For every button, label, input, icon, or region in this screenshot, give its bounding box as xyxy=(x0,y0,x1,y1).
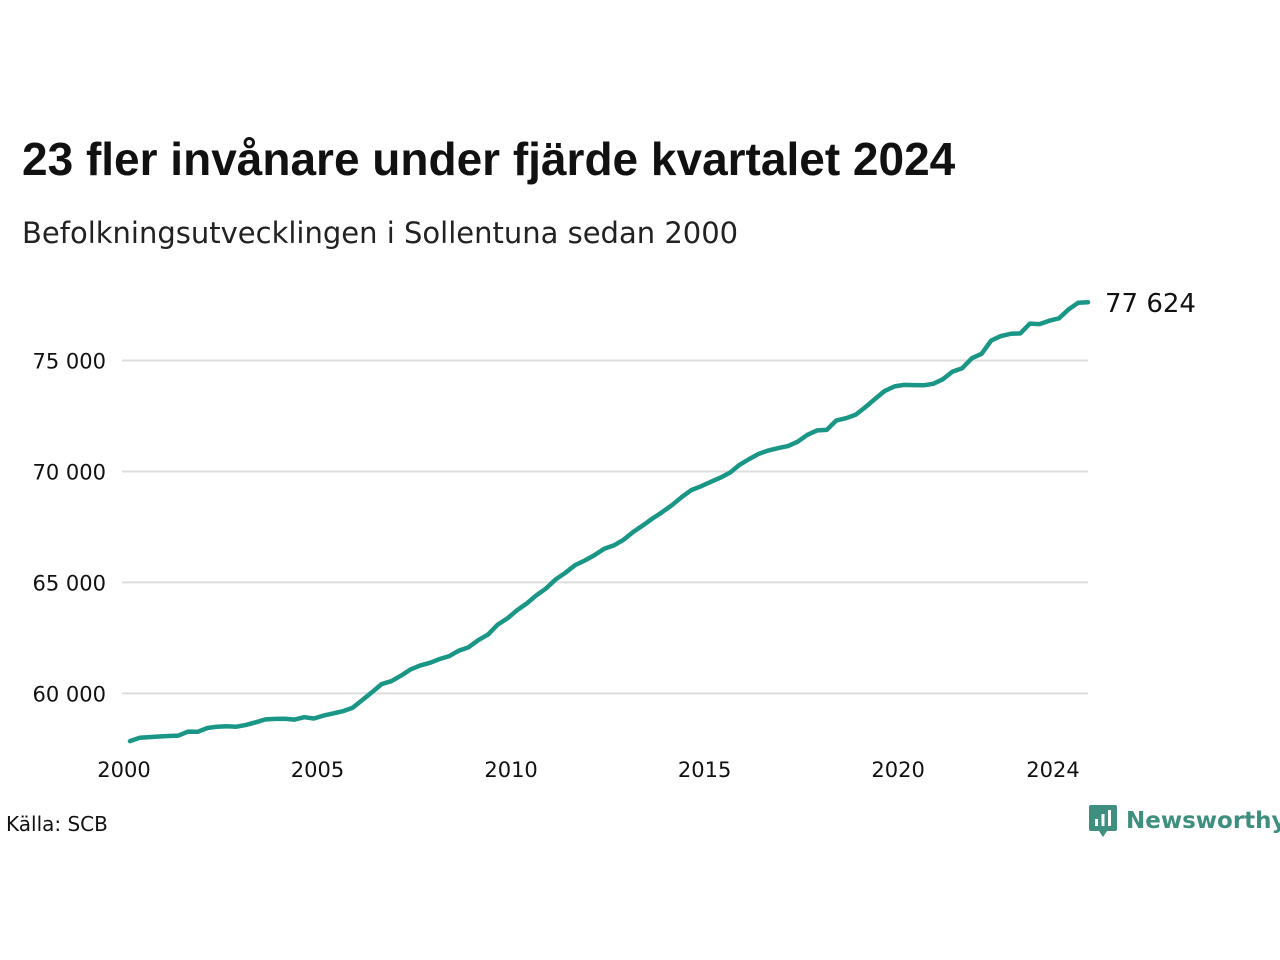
end-value-label: 77 624 xyxy=(1105,289,1196,319)
line-chart: 60 000 65 000 70 000 75 000 2000 2005 2010 201… xyxy=(33,289,1196,782)
y-tick-label: 60 000 xyxy=(33,682,106,706)
chart-title: 23 fler invånare under fjärde kvartalet … xyxy=(22,133,956,185)
y-tick-label: 75 000 xyxy=(33,349,106,373)
y-tick-label: 65 000 xyxy=(33,571,106,595)
brand-name: Newsworthy xyxy=(1126,808,1280,834)
x-tick-label: 2015 xyxy=(678,758,731,782)
x-axis-ticks: 2000 2005 2010 2015 2020 2024 xyxy=(97,758,1079,782)
x-tick-label: 2024 xyxy=(1026,758,1079,782)
brand-logo: Newsworthy xyxy=(1088,804,1280,838)
x-tick-label: 2020 xyxy=(871,758,924,782)
gridlines xyxy=(122,359,1088,695)
y-tick-label: 70 000 xyxy=(33,460,106,484)
source-note: Källa: SCB xyxy=(6,812,108,836)
y-axis-ticks: 60 000 65 000 70 000 75 000 xyxy=(33,349,106,706)
series-line-population xyxy=(127,299,1091,744)
x-tick-label: 2005 xyxy=(291,758,344,782)
chart-subtitle: Befolkningsutvecklingen i Sollentuna sed… xyxy=(22,216,739,250)
x-tick-label: 2000 xyxy=(97,758,150,782)
newsworthy-logo-icon xyxy=(1089,805,1117,837)
series-group xyxy=(127,299,1091,744)
x-tick-label: 2010 xyxy=(484,758,537,782)
